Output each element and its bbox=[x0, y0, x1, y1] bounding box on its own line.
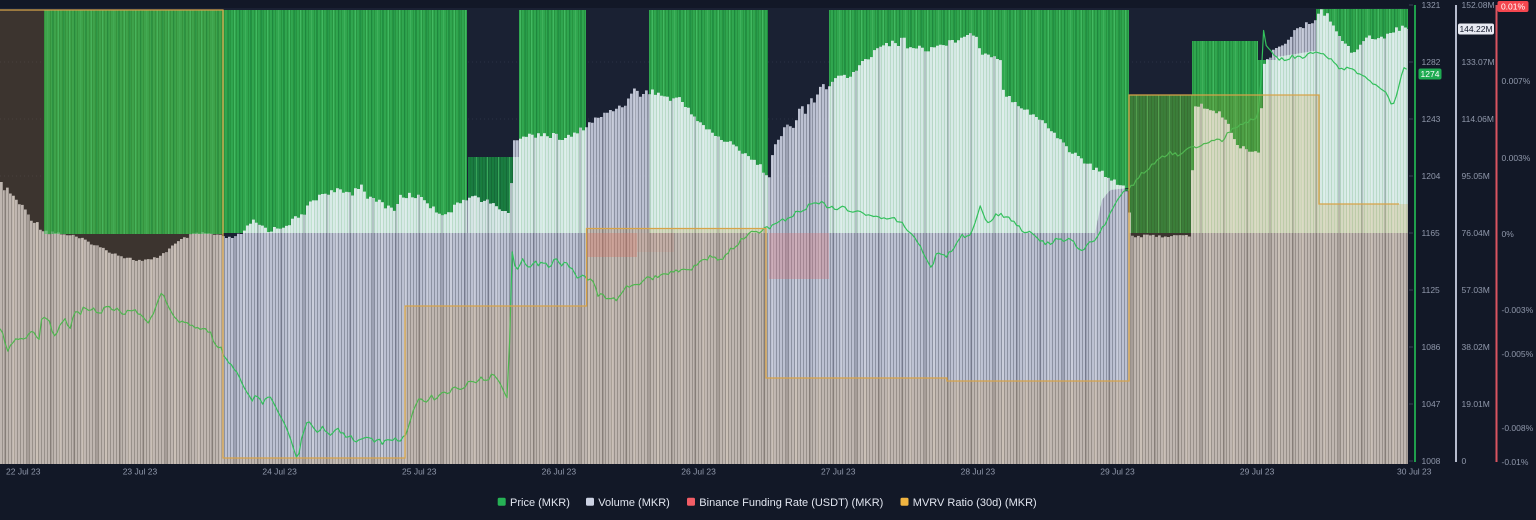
svg-text:Binance Funding Rate (USDT) (M: Binance Funding Rate (USDT) (MKR) bbox=[699, 497, 883, 509]
svg-text:0%: 0% bbox=[1502, 229, 1515, 239]
svg-text:Volume (MKR): Volume (MKR) bbox=[598, 497, 670, 509]
svg-text:24 Jul 23: 24 Jul 23 bbox=[262, 467, 297, 477]
svg-text:38.02M: 38.02M bbox=[1462, 342, 1490, 352]
svg-text:133.07M: 133.07M bbox=[1462, 57, 1495, 67]
svg-text:76.04M: 76.04M bbox=[1462, 228, 1490, 238]
svg-text:1086: 1086 bbox=[1422, 342, 1441, 352]
svg-text:0.003%: 0.003% bbox=[1502, 153, 1531, 163]
svg-text:29 Jul 23: 29 Jul 23 bbox=[1100, 467, 1135, 477]
svg-text:144.22M: 144.22M bbox=[1459, 24, 1492, 34]
svg-text:0.01%: 0.01% bbox=[1501, 2, 1526, 12]
svg-text:114.06M: 114.06M bbox=[1462, 114, 1494, 124]
svg-text:1047: 1047 bbox=[1422, 399, 1441, 409]
svg-text:-0.008%: -0.008% bbox=[1502, 423, 1534, 433]
svg-text:0: 0 bbox=[1462, 456, 1467, 466]
svg-text:152.08M: 152.08M bbox=[1462, 0, 1495, 10]
svg-text:1125: 1125 bbox=[1422, 285, 1441, 295]
svg-text:19.01M: 19.01M bbox=[1462, 399, 1490, 409]
svg-text:1274: 1274 bbox=[1421, 69, 1440, 79]
svg-text:26 Jul 23: 26 Jul 23 bbox=[681, 467, 716, 477]
svg-text:30 Jul 23: 30 Jul 23 bbox=[1397, 467, 1432, 477]
svg-text:22 Jul 23: 22 Jul 23 bbox=[6, 467, 41, 477]
svg-text:Price (MKR): Price (MKR) bbox=[510, 497, 570, 509]
svg-text:23 Jul 23: 23 Jul 23 bbox=[123, 467, 158, 477]
svg-text:29 Jul 23: 29 Jul 23 bbox=[1240, 467, 1275, 477]
svg-text:1243: 1243 bbox=[1422, 114, 1441, 124]
svg-text:25 Jul 23: 25 Jul 23 bbox=[402, 467, 437, 477]
svg-text:1321: 1321 bbox=[1422, 0, 1441, 10]
svg-text:-0.01%: -0.01% bbox=[1502, 457, 1529, 467]
svg-text:1204: 1204 bbox=[1422, 171, 1441, 181]
svg-text:MVRV Ratio (30d) (MKR): MVRV Ratio (30d) (MKR) bbox=[913, 497, 1037, 509]
svg-text:1165: 1165 bbox=[1422, 228, 1441, 238]
svg-text:0.007%: 0.007% bbox=[1502, 76, 1531, 86]
svg-text:-0.003%: -0.003% bbox=[1502, 305, 1534, 315]
svg-text:28 Jul 23: 28 Jul 23 bbox=[961, 467, 996, 477]
svg-text:26 Jul 23: 26 Jul 23 bbox=[542, 467, 577, 477]
svg-text:-0.005%: -0.005% bbox=[1502, 349, 1534, 359]
svg-text:27 Jul 23: 27 Jul 23 bbox=[821, 467, 856, 477]
svg-text:95.05M: 95.05M bbox=[1462, 171, 1490, 181]
svg-text:1008: 1008 bbox=[1422, 456, 1441, 466]
svg-text:57.03M: 57.03M bbox=[1462, 285, 1490, 295]
svg-text:1282: 1282 bbox=[1422, 57, 1441, 67]
